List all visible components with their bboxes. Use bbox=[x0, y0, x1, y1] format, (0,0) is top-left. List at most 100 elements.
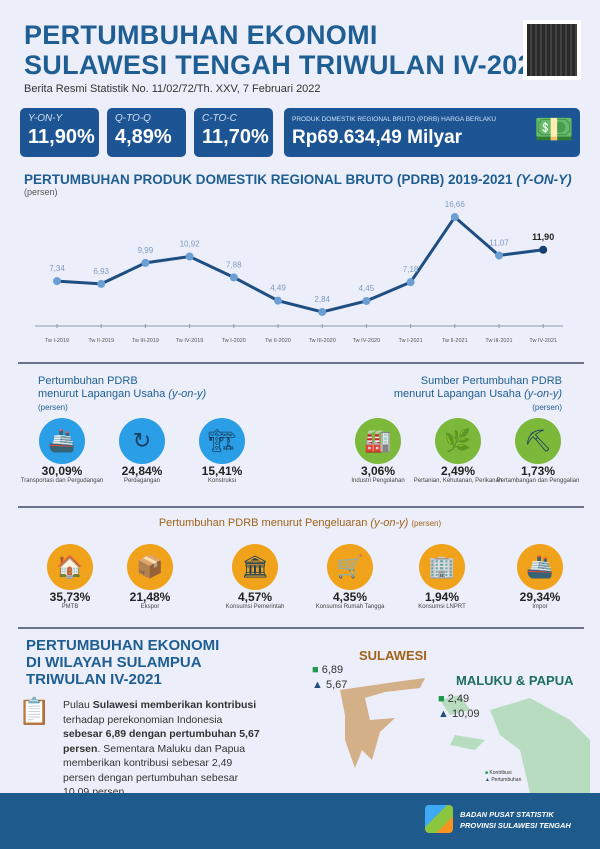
item-label: Impor bbox=[532, 604, 548, 610]
item-value: 24,84% bbox=[121, 464, 163, 478]
page-title: PERTUMBUHAN EKONOMI SULAWESI TENGAH TRIWU… bbox=[24, 20, 548, 80]
data-label: 4,45 bbox=[359, 284, 375, 293]
series-line bbox=[56, 214, 544, 314]
category-icon: 🏠 bbox=[47, 544, 93, 590]
maluku-papua-shape bbox=[440, 695, 590, 793]
data-label: 6,93 bbox=[93, 267, 109, 276]
data-point bbox=[318, 308, 327, 316]
x-tick-label: Tw III-2021 bbox=[485, 338, 512, 344]
data-point bbox=[141, 258, 150, 267]
sulawesi-values: ■ 6,89 ▲ 5,67 bbox=[312, 663, 347, 693]
category-icon: 📦 bbox=[127, 544, 173, 590]
stat-qtoq: Q-TO-Q 4,89% bbox=[107, 108, 186, 157]
stat-item: 🏛 4,57% Konsumsi Pemerintah bbox=[226, 544, 284, 610]
maluku-kontribusi: 2,49 bbox=[447, 693, 470, 705]
para-text: Pulau bbox=[63, 699, 93, 711]
stat-yoy: Y-ON-Y 11,90% bbox=[20, 108, 99, 157]
item-value: 1,94% bbox=[424, 590, 460, 604]
triangle-icon: ▲ bbox=[438, 708, 449, 720]
stat-item: 🏢 1,94% Konsumsi LNPRT bbox=[418, 544, 466, 610]
legend-kontribusi: Kontribusi bbox=[489, 770, 512, 776]
x-tick-label: Tw I-2021 bbox=[399, 338, 423, 344]
source-unit: (persen) bbox=[532, 403, 562, 412]
category-icon: 🛒 bbox=[327, 544, 373, 590]
square-icon: ■ bbox=[312, 664, 319, 676]
stat-item: 🚢 29,34% Impor bbox=[517, 544, 563, 610]
para-text: terhadap perekonomian Indonesia bbox=[63, 713, 223, 726]
item-label: Ekspor bbox=[140, 604, 160, 610]
bps-logo-icon bbox=[425, 805, 453, 833]
category-icon: 🏢 bbox=[419, 544, 465, 590]
data-label: 16,66 bbox=[445, 200, 466, 209]
category-icon: 🏗 bbox=[199, 418, 245, 464]
category-icon: 🚢 bbox=[39, 418, 85, 464]
sulawesi-pertumbuhan: 5,67 bbox=[325, 679, 348, 691]
divider bbox=[18, 627, 584, 629]
item-label: Pertanian, Kehutanan, Perikanan bbox=[413, 478, 503, 484]
source-title-2: menurut Lapangan Usaha bbox=[393, 388, 522, 400]
pdrb-label: PRODUK DOMESTIK REGIONAL BRUTO (PDRB) HA… bbox=[292, 116, 497, 123]
data-point bbox=[495, 251, 503, 260]
para-bold: Sulawesi memberikan kontribusi bbox=[92, 699, 257, 711]
x-tick-label: Tw I-2020 bbox=[222, 338, 246, 344]
x-tick-label: Tw III-2019 bbox=[132, 338, 159, 344]
item-label: Konsumsi Rumah Tangga bbox=[315, 604, 385, 610]
item-value: 2,49% bbox=[440, 464, 476, 478]
expense-title: Pertumbuhan PDRB menurut Pengeluaran (y-… bbox=[0, 517, 600, 529]
sector-title-2: menurut Lapangan Usaha bbox=[38, 388, 166, 400]
map-legend: ■ Kontribusi ▲ Pertumbuhan bbox=[485, 770, 522, 783]
sulampua-title: PERTUMBUHAN EKONOMI DI WILAYAH SULAMPUA TR… bbox=[26, 637, 219, 688]
stat-value: 11,90% bbox=[28, 126, 95, 148]
qr-code[interactable] bbox=[523, 20, 581, 80]
sulampua-title-2: DI WILAYAH SULAMPUA bbox=[26, 654, 202, 671]
data-label: 7,34 bbox=[49, 264, 65, 273]
data-label: 4,49 bbox=[270, 284, 286, 293]
data-label: 11,07 bbox=[489, 238, 509, 247]
stat-value: 11,70% bbox=[202, 126, 269, 148]
stat-item: 🏗 15,41% Konstruksi bbox=[199, 418, 245, 484]
divider bbox=[18, 506, 584, 508]
x-tick-label: Tw IV-2020 bbox=[353, 338, 381, 344]
org-line-2: PROVINSI SULAWESI TENGAH bbox=[460, 821, 571, 830]
x-tick-label: Tw IV-2019 bbox=[176, 338, 204, 344]
para-bold: sebesar 6,89 dengan pertumbuhan 5,67 per… bbox=[63, 728, 260, 755]
x-tick-label: Tw II-2019 bbox=[88, 338, 114, 344]
square-icon: ■ bbox=[438, 693, 445, 705]
clipboard-icon: 📋 bbox=[18, 696, 51, 726]
item-label: Perdagangan bbox=[123, 478, 161, 484]
item-label: Konsumsi Pemerintah bbox=[225, 604, 285, 610]
sector-title-em: (y-on-y) bbox=[168, 388, 207, 400]
item-label: Industri Pengolahan bbox=[351, 478, 405, 484]
item-label: PMTB bbox=[61, 604, 79, 610]
maluku-label: MALUKU & PAPUA bbox=[456, 673, 574, 688]
sector-title-1: Pertumbuhan PDRB bbox=[38, 375, 138, 387]
sulawesi-kontribusi: 6,89 bbox=[321, 664, 344, 676]
item-label: Pertambangan dan Penggalian bbox=[496, 478, 580, 484]
data-label: 7,18 bbox=[403, 265, 419, 274]
data-point bbox=[274, 296, 282, 305]
source-title: Sumber Pertumbuhan PDRB menurut Lapangan … bbox=[394, 375, 562, 414]
para-text: . Sementara Maluku dan Papua memberikan … bbox=[63, 742, 246, 799]
item-value: 15,41% bbox=[201, 464, 243, 478]
stat-ctoc: C-TO-C 11,70% bbox=[194, 108, 273, 157]
sulampua-paragraph: Pulau Sulawesi memberikan kontribusi ter… bbox=[63, 698, 263, 800]
x-tick-label: Tw III-2020 bbox=[309, 338, 336, 344]
stat-item: 🏠 35,73% PMTB bbox=[47, 544, 93, 610]
data-point bbox=[53, 277, 61, 286]
line-chart: 7,34 Tw I-2019 6,93 Tw II-2019 9,99 Tw III-20… bbox=[35, 200, 563, 344]
source-title-em: (y-on-y) bbox=[524, 388, 562, 400]
data-point bbox=[406, 278, 415, 287]
item-value: 1,73% bbox=[520, 464, 556, 478]
chart-unit: (persen) bbox=[24, 187, 58, 197]
item-value: 4,35% bbox=[332, 590, 368, 604]
stat-item: 🌿 2,49% Pertanian, Kehutanan, Perikanan bbox=[414, 418, 502, 484]
stat-value: 4,89% bbox=[115, 126, 172, 148]
stat-item: ↻ 24,84% Perdagangan bbox=[119, 418, 165, 484]
maluku-values: ■ 2,49 ▲ 10,09 bbox=[438, 692, 479, 722]
title-line-2: SULAWESI TENGAH TRIWULAN IV-2021 bbox=[24, 50, 549, 80]
stat-item: 🏭 3,06% Industri Pengolahan bbox=[351, 418, 405, 484]
legend-pertumbuhan: Pertumbuhan bbox=[491, 777, 522, 783]
category-icon: 🌿 bbox=[435, 418, 481, 464]
maluku-pertumbuhan: 10,09 bbox=[451, 708, 480, 720]
x-tick-label: Tw I-2019 bbox=[45, 338, 69, 344]
